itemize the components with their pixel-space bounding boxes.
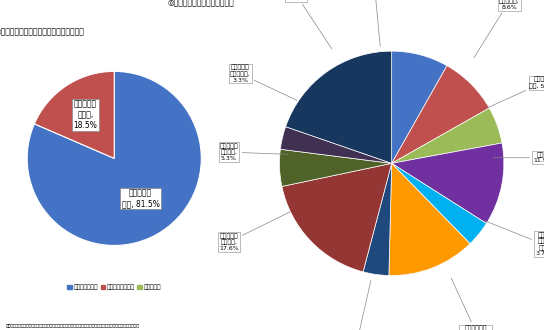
Text: 小売業（耐久消費財）, 3.7%: 小売業（耐久消費財）, 3.7% [329, 280, 387, 330]
Text: 小売業（食料
品）, 12.7%: 小売業（食料 品）, 12.7% [451, 278, 492, 330]
Text: 小売業
（衣料
品）,
3.7%: 小売業 （衣料 品）, 3.7% [484, 220, 544, 256]
Wedge shape [286, 51, 392, 163]
Text: サービス業
（旅館）,
17.6%: サービス業 （旅館）, 17.6% [219, 212, 290, 251]
Wedge shape [282, 163, 392, 272]
Wedge shape [392, 66, 489, 163]
Text: サービス業
（理美容）,
3.3%: サービス業 （理美容）, 3.3% [230, 65, 297, 100]
Wedge shape [389, 163, 470, 276]
Wedge shape [363, 163, 392, 276]
Text: ◎相談があった企業の業種分類: ◎相談があった企業の業種分類 [168, 0, 234, 7]
Text: 寄せられて
いない,
18.5%: 寄せられて いない, 18.5% [73, 100, 97, 130]
Wedge shape [280, 149, 392, 186]
Text: 製造業（機
械・金属）,
8.6%: 製造業（機 械・金属）, 8.6% [474, 0, 520, 58]
Text: 建設業,
11.9%: 建設業, 11.9% [493, 152, 544, 163]
Wedge shape [392, 143, 504, 223]
Text: 製造業（食料
品）, 8.2%: 製造業（食料 品）, 8.2% [361, 0, 388, 46]
Wedge shape [27, 71, 201, 246]
Wedge shape [392, 163, 486, 244]
Text: サービス業
（洗濯）,
5.3%: サービス業 （洗濯）, 5.3% [220, 143, 288, 161]
Text: ◎新型コロナウイルスに関する相談の有無: ◎新型コロナウイルスに関する相談の有無 [0, 27, 84, 37]
Legend: 寄せられている, 寄せられていない, わからない: 寄せられている, 寄せられていない, わからない [65, 282, 164, 293]
Wedge shape [34, 71, 114, 158]
Text: 寄せられて
いる, 81.5%: 寄せられて いる, 81.5% [122, 189, 159, 208]
Wedge shape [392, 51, 447, 163]
Text: （出所：全国商工会連合会令和２年２月期景気動向調査速報）・付帯調査「新型コロナウイルスに係る緊急調査」: （出所：全国商工会連合会令和２年２月期景気動向調査速報）・付帯調査「新型コロナウ… [5, 324, 139, 328]
Wedge shape [280, 127, 392, 163]
Text: その他,
19.7%: その他, 19.7% [286, 0, 332, 49]
Wedge shape [392, 108, 502, 163]
Text: 製造業（繊
維）, 5.3%: 製造業（繊 維）, 5.3% [486, 77, 544, 108]
